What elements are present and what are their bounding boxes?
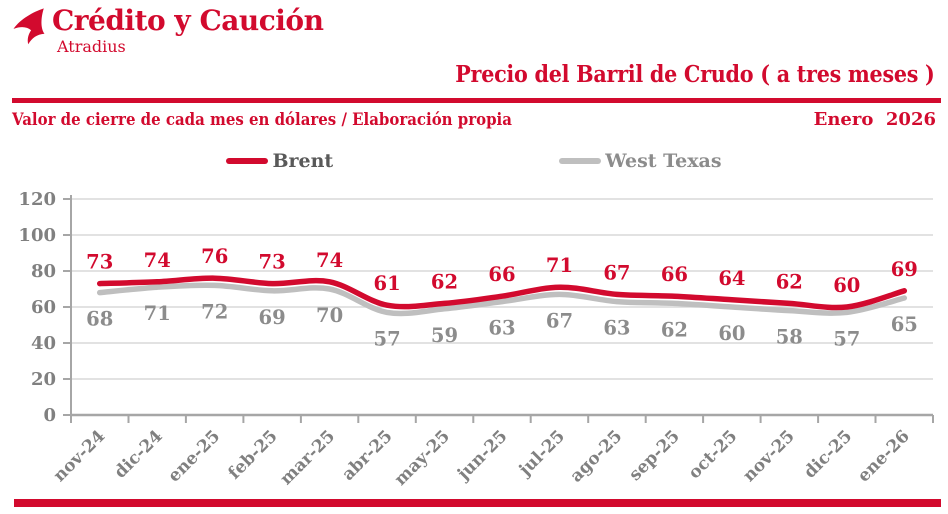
- data-label-brent: 61: [374, 272, 401, 295]
- data-label-west-texas: 63: [488, 317, 515, 340]
- y-axis-tick-label: 20: [31, 369, 56, 390]
- chart-legend: Brent West Texas: [0, 150, 948, 172]
- credito-caucion-bird-icon: [13, 8, 45, 45]
- legend-label-west-texas: West Texas: [605, 150, 722, 172]
- legend-item-brent: Brent: [226, 150, 333, 172]
- chart-title: Precio del Barril de Crudo ( a tres mese…: [455, 61, 936, 88]
- data-label-west-texas: 72: [201, 300, 228, 323]
- data-label-west-texas: 69: [259, 306, 286, 329]
- y-axis-tick-label: 120: [18, 189, 56, 210]
- data-label-brent: 73: [86, 251, 113, 274]
- data-label-west-texas: 60: [718, 322, 745, 345]
- west-texas-line-swatch: [559, 158, 602, 164]
- x-axis-category-label: jul-25: [514, 426, 569, 481]
- brent-line: [96, 275, 908, 311]
- data-label-brent: 74: [144, 249, 171, 272]
- data-label-west-texas: 57: [833, 327, 860, 350]
- data-label-west-texas: 58: [776, 326, 803, 349]
- data-label-brent: 62: [776, 270, 803, 293]
- west-texas-line: [96, 282, 908, 317]
- x-axis-category-label: oct-25: [685, 426, 742, 483]
- x-axis-category-label: mar-25: [276, 426, 339, 489]
- x-axis-category-label: jun-25: [452, 426, 511, 485]
- legend-item-west-texas: West Texas: [559, 150, 722, 172]
- x-axis-category-label: ene-25: [164, 426, 224, 486]
- y-axis-tick-label: 60: [31, 297, 56, 318]
- x-axis-category-label: nov-25: [739, 426, 799, 486]
- x-axis-category-label: ago-25: [566, 426, 626, 486]
- x-axis-category-label: dic-24: [111, 426, 167, 482]
- x-axis-category-label: may-25: [391, 426, 454, 489]
- data-label-west-texas: 71: [144, 302, 171, 325]
- y-axis-tick-label: 40: [31, 333, 56, 354]
- x-axis-category-label: ene-26: [854, 426, 914, 486]
- x-axis-category-label: feb-25: [225, 426, 282, 483]
- data-label-brent: 66: [661, 263, 688, 286]
- logo-subbrand: Atradius: [57, 37, 126, 56]
- data-label-brent: 71: [546, 254, 573, 277]
- data-label-brent: 62: [431, 270, 458, 293]
- y-axis-tick-label: 100: [18, 225, 56, 246]
- data-label-west-texas: 57: [374, 327, 401, 350]
- y-axis-tick-label: 80: [31, 261, 56, 282]
- data-label-west-texas: 59: [431, 324, 458, 347]
- data-label-brent: 60: [833, 274, 860, 297]
- x-axis-category-label: nov-24: [50, 426, 110, 486]
- data-label-brent: 64: [718, 267, 745, 290]
- footer-accent-bar: [14, 499, 941, 507]
- y-axis-tick-label: 0: [43, 405, 56, 426]
- title-divider-rule: [12, 98, 941, 103]
- data-label-brent: 76: [201, 245, 228, 268]
- data-label-west-texas: 67: [546, 309, 573, 332]
- data-label-brent: 74: [316, 249, 343, 272]
- data-label-west-texas: 62: [661, 318, 688, 341]
- data-label-brent: 73: [259, 251, 286, 274]
- line-chart: 0 20 40 60 80 100 120 73 74 76 73 74 61 62 66 71 67 66 64 6…: [18, 189, 934, 490]
- report-date: Enero 2026: [813, 109, 936, 130]
- data-label-west-texas: 68: [86, 308, 113, 331]
- legend-label-brent: Brent: [272, 150, 334, 172]
- data-label-west-texas: 63: [603, 317, 630, 340]
- x-axis-category-label: dic-25: [800, 426, 856, 482]
- data-label-brent: 69: [891, 258, 918, 281]
- chart-subtitle: Valor de cierre de cada mes en dólares /…: [12, 110, 512, 130]
- data-label-west-texas: 65: [891, 313, 918, 336]
- x-axis-category-label: sep-25: [625, 426, 684, 485]
- data-label-brent: 67: [603, 261, 630, 284]
- logo-wordmark: Crédito y Caución: [52, 4, 324, 37]
- data-label-brent: 66: [488, 263, 515, 286]
- x-axis-category-label: abr-25: [338, 426, 396, 484]
- data-label-west-texas: 70: [316, 304, 343, 327]
- brent-line-swatch: [226, 158, 269, 164]
